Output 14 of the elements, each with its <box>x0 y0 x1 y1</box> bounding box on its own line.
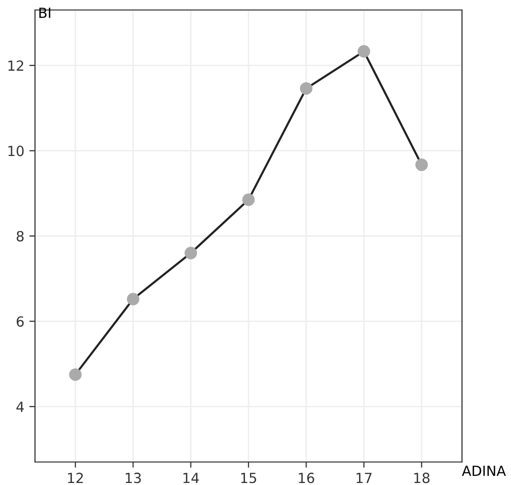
x-tick-label: 15 <box>241 472 256 484</box>
x-axis-title: ADINA <box>462 466 506 476</box>
y-tick-label: 8 <box>16 230 24 242</box>
x-tick-label: 16 <box>298 472 314 484</box>
y-tick-label: 12 <box>8 60 24 71</box>
y-tick-label: 10 <box>8 146 24 156</box>
x-tick-label: 17 <box>356 472 372 483</box>
x-tick-label: 12 <box>68 472 83 483</box>
y-tick-label: 6 <box>16 316 24 327</box>
x-tick-label: 18 <box>414 472 430 484</box>
y-tick-label: 4 <box>16 402 24 412</box>
y-axis-title: BI <box>39 8 50 18</box>
x-tick-label: 14 <box>183 472 199 483</box>
x-tick-label: 13 <box>126 472 141 484</box>
